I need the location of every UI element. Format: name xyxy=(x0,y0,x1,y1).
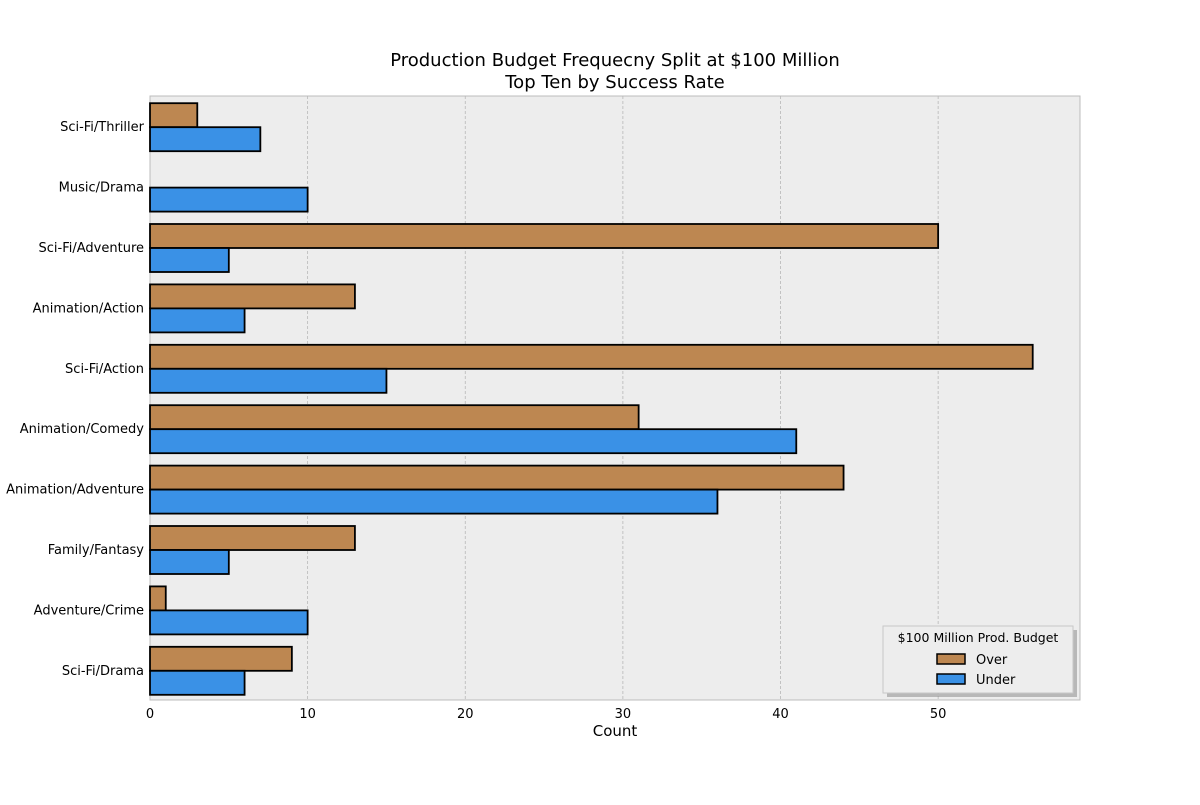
legend-title: $100 Million Prod. Budget xyxy=(898,630,1059,645)
y-tick-label: Family/Fantasy xyxy=(48,543,145,558)
bar-under xyxy=(149,609,309,636)
bar-over xyxy=(149,404,640,431)
bar-under xyxy=(149,247,230,273)
x-tick-label: 50 xyxy=(930,707,947,722)
bar-under xyxy=(149,367,388,394)
plot-area xyxy=(149,95,1081,701)
x-tick-label: 10 xyxy=(299,707,316,722)
bar-over xyxy=(149,283,356,310)
legend-label-over: Over xyxy=(976,653,1008,668)
bar-over xyxy=(149,223,940,249)
y-tick-label: Sci-Fi/Thriller xyxy=(60,120,145,135)
x-axis-label: Count xyxy=(593,722,638,740)
bar-under xyxy=(149,307,246,334)
x-tick-labels: 0 10 20 30 40 50 xyxy=(146,707,947,722)
y-tick-label: Sci-Fi/Drama xyxy=(62,664,144,679)
chart-title-line-2: Top Ten by Success Rate xyxy=(504,72,725,93)
bars xyxy=(149,102,1034,696)
legend: $100 Million Prod. Budget Over Under xyxy=(882,625,1077,697)
chart-title-line-1: Production Budget Frequecny Split at $10… xyxy=(390,50,840,71)
x-tick-label: 30 xyxy=(615,707,632,722)
x-tick-label: 40 xyxy=(772,707,789,722)
y-tick-label: Animation/Comedy xyxy=(20,422,145,437)
bar-under xyxy=(149,488,719,515)
bar-under xyxy=(149,669,246,696)
bar-over xyxy=(149,585,167,612)
bar-over xyxy=(149,102,199,129)
bar-under xyxy=(149,126,262,153)
y-tick-label: Adventure/Crime xyxy=(34,603,144,618)
legend-label-under: Under xyxy=(976,673,1016,688)
y-tick-label: Sci-Fi/Adventure xyxy=(39,241,144,256)
bar-under xyxy=(149,186,309,213)
y-tick-labels: Sci-Fi/Thriller Music/Drama Sci-Fi/Adventu… xyxy=(6,120,145,679)
y-tick-label: Animation/Adventure xyxy=(6,483,144,498)
y-tick-label: Animation/Action xyxy=(33,301,144,316)
legend-swatch-over xyxy=(936,653,966,665)
bar-under xyxy=(149,549,230,575)
y-tick-label: Music/Drama xyxy=(59,181,144,196)
legend-box xyxy=(882,625,1074,694)
x-tick-label: 20 xyxy=(457,707,474,722)
legend-swatch-under xyxy=(936,673,966,685)
bar-over xyxy=(149,464,845,491)
bar-over xyxy=(149,525,356,551)
y-tick-label: Sci-Fi/Action xyxy=(65,362,144,377)
bar-under xyxy=(149,428,798,455)
bar-over xyxy=(149,343,1034,370)
x-tick-label: 0 xyxy=(146,707,154,722)
bar-over xyxy=(149,645,293,672)
